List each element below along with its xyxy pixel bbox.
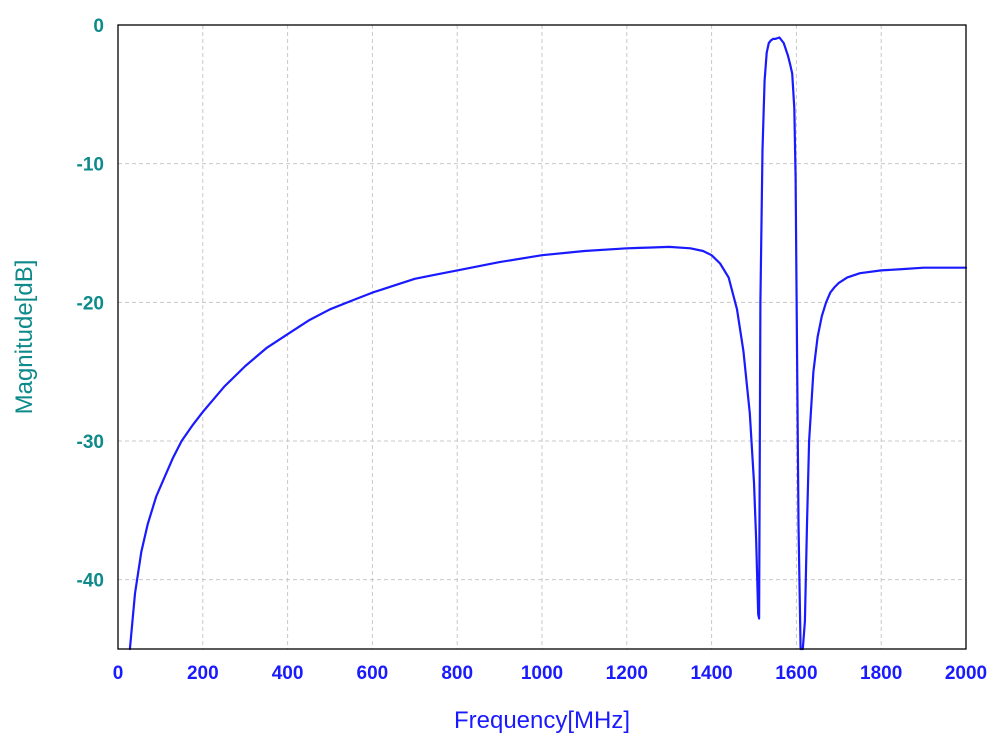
x-axis-title: Frequency[MHz]	[454, 707, 630, 734]
x-tick-label: 1800	[860, 663, 902, 684]
x-tick-label: 2000	[945, 663, 987, 684]
x-tick-label: 1600	[775, 663, 817, 684]
y-tick-label: -20	[77, 293, 104, 314]
x-tick-label: 200	[187, 663, 219, 684]
y-tick-label: -10	[77, 155, 104, 176]
plot-frame	[117, 24, 967, 650]
x-tick-label: 1200	[606, 663, 648, 684]
x-tick-label: 800	[441, 663, 473, 684]
series-line-magnitude	[128, 36, 968, 651]
y-tick-label: -30	[77, 432, 104, 453]
y-axis-title: Magnitude[dB]	[11, 260, 38, 415]
x-tick-label: 0	[113, 663, 124, 684]
x-tick-label: 400	[272, 663, 304, 684]
y-tick-label: 0	[93, 16, 104, 37]
x-tick-label: 1400	[690, 663, 732, 684]
y-tick-label: -40	[77, 571, 104, 592]
axis-ticks: 0 200 400 600 800 1000 1200 1400 1600 1800 2000 0 -1…	[77, 16, 988, 684]
grid-lines	[118, 25, 966, 649]
x-tick-label: 600	[357, 663, 389, 684]
x-tick-label: 1000	[521, 663, 563, 684]
